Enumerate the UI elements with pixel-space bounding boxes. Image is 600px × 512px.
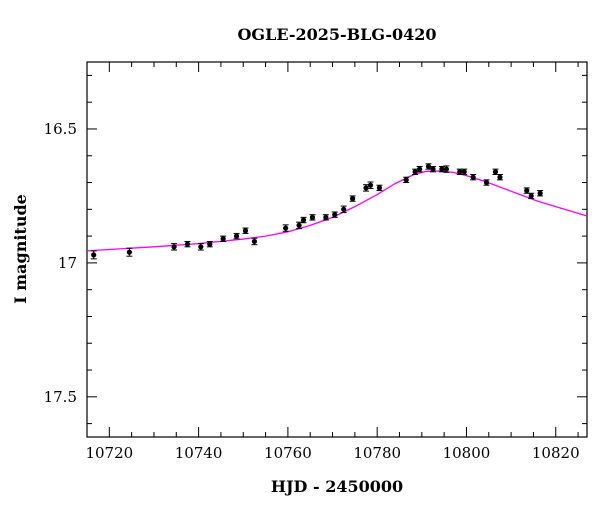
data-point [412,169,418,175]
data-point [492,169,499,175]
data-point [233,233,240,239]
x-tick-label: 10760 [264,444,312,462]
data-point [251,238,258,245]
data-point [403,177,409,183]
data-point [220,236,226,242]
axis-ticks [87,62,587,437]
data-point [528,193,534,199]
data-point [350,196,356,202]
plot-frame [86,61,588,438]
data-point [171,244,177,250]
data-point [470,174,476,180]
data-point [439,166,445,172]
data-point [376,185,383,191]
data-point [126,249,133,255]
data-point [425,163,432,170]
y-axis-label: I magnitude [11,194,30,304]
x-tick-labels: 10720 10740 10760 10780 10800 10820 [85,444,579,462]
data-point [416,166,423,172]
data-point [300,217,307,223]
y-tick-labels: 16.5 17 17.5 [44,120,77,406]
y-tick-label: 17.5 [44,388,77,406]
chart-title: OGLE-2025-BLG-0420 [237,25,436,44]
x-axis-label: HJD - 2450000 [271,477,403,496]
data-point [91,252,97,258]
data-point [341,206,347,212]
model-curve-line [86,170,588,252]
data-point [198,244,204,250]
data-point [497,174,503,180]
data-point [524,187,530,194]
data-point [363,185,369,191]
y-tick-label: 16.5 [44,120,77,138]
model-curve-layer [86,170,588,252]
data-point [483,179,490,186]
data-point [242,228,249,234]
y-tick-label: 17 [58,254,77,272]
data-points-layer [90,163,544,260]
data-point [332,212,338,218]
data-point [283,225,289,231]
data-point [309,214,316,220]
data-point [367,182,374,188]
data-point [461,169,467,175]
data-point [296,222,302,228]
data-point [184,241,191,247]
data-point [430,166,436,172]
data-point [537,190,543,196]
x-tick-label: 10780 [353,444,401,462]
data-point [457,169,463,175]
x-tick-label: 10740 [175,444,223,462]
data-point [207,241,213,247]
data-point [323,214,329,220]
x-tick-label: 10720 [85,444,133,462]
x-tick-label: 10800 [443,444,491,462]
x-tick-label: 10820 [532,444,580,462]
data-point [443,166,449,172]
